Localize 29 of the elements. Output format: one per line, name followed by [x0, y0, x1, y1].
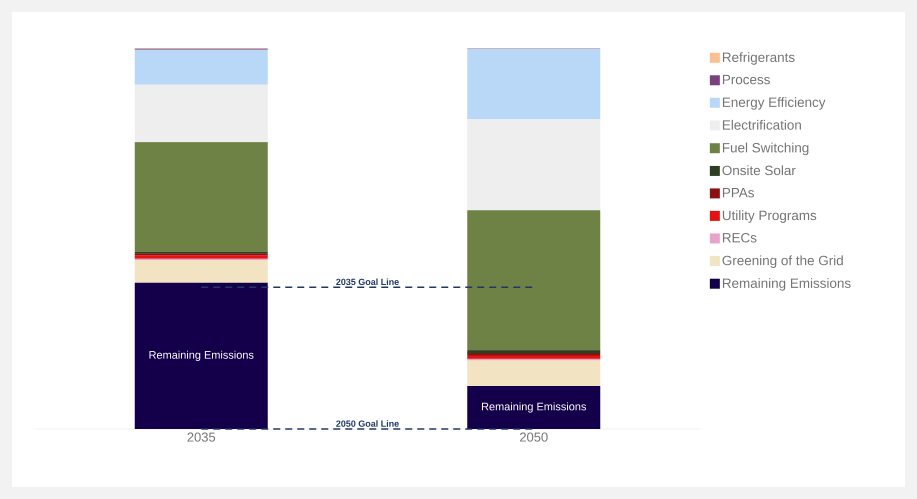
legend-label: PPAs [722, 188, 754, 198]
ref-line-label: 2050 Goal Line [336, 420, 399, 427]
bar [134, 282, 268, 429]
bar [467, 210, 600, 350]
bar [467, 350, 600, 354]
bar [467, 355, 600, 359]
bar [467, 360, 600, 386]
ref-line-label: 2035 Goal Line [336, 278, 399, 286]
legend-label: Greening of the Grid [722, 255, 843, 268]
bar [134, 260, 268, 283]
bar [467, 48, 600, 120]
x-tick-label: 2035 [188, 432, 216, 442]
legend-label: RECs [722, 232, 756, 243]
legend-label: Fuel Switching [722, 142, 808, 156]
legend-label: Energy Efficiency [722, 97, 826, 110]
bar [467, 386, 600, 429]
bar [134, 142, 268, 252]
bar [467, 119, 600, 210]
bar [134, 84, 268, 142]
annotation: Remaining Emissions [482, 402, 586, 413]
legend-label: Utility Programs [722, 210, 816, 223]
annotation: Remaining Emissions [149, 350, 254, 361]
legend-label: Refrigerants [722, 52, 795, 65]
legend-label: Remaining Emissions [722, 278, 851, 291]
bar [134, 50, 268, 85]
x-tick-label: 2050 [520, 432, 548, 442]
legend-label: Onsite Solar [722, 165, 796, 176]
legend-label: Process [722, 74, 770, 84]
legend-label: Electrification [722, 120, 801, 130]
